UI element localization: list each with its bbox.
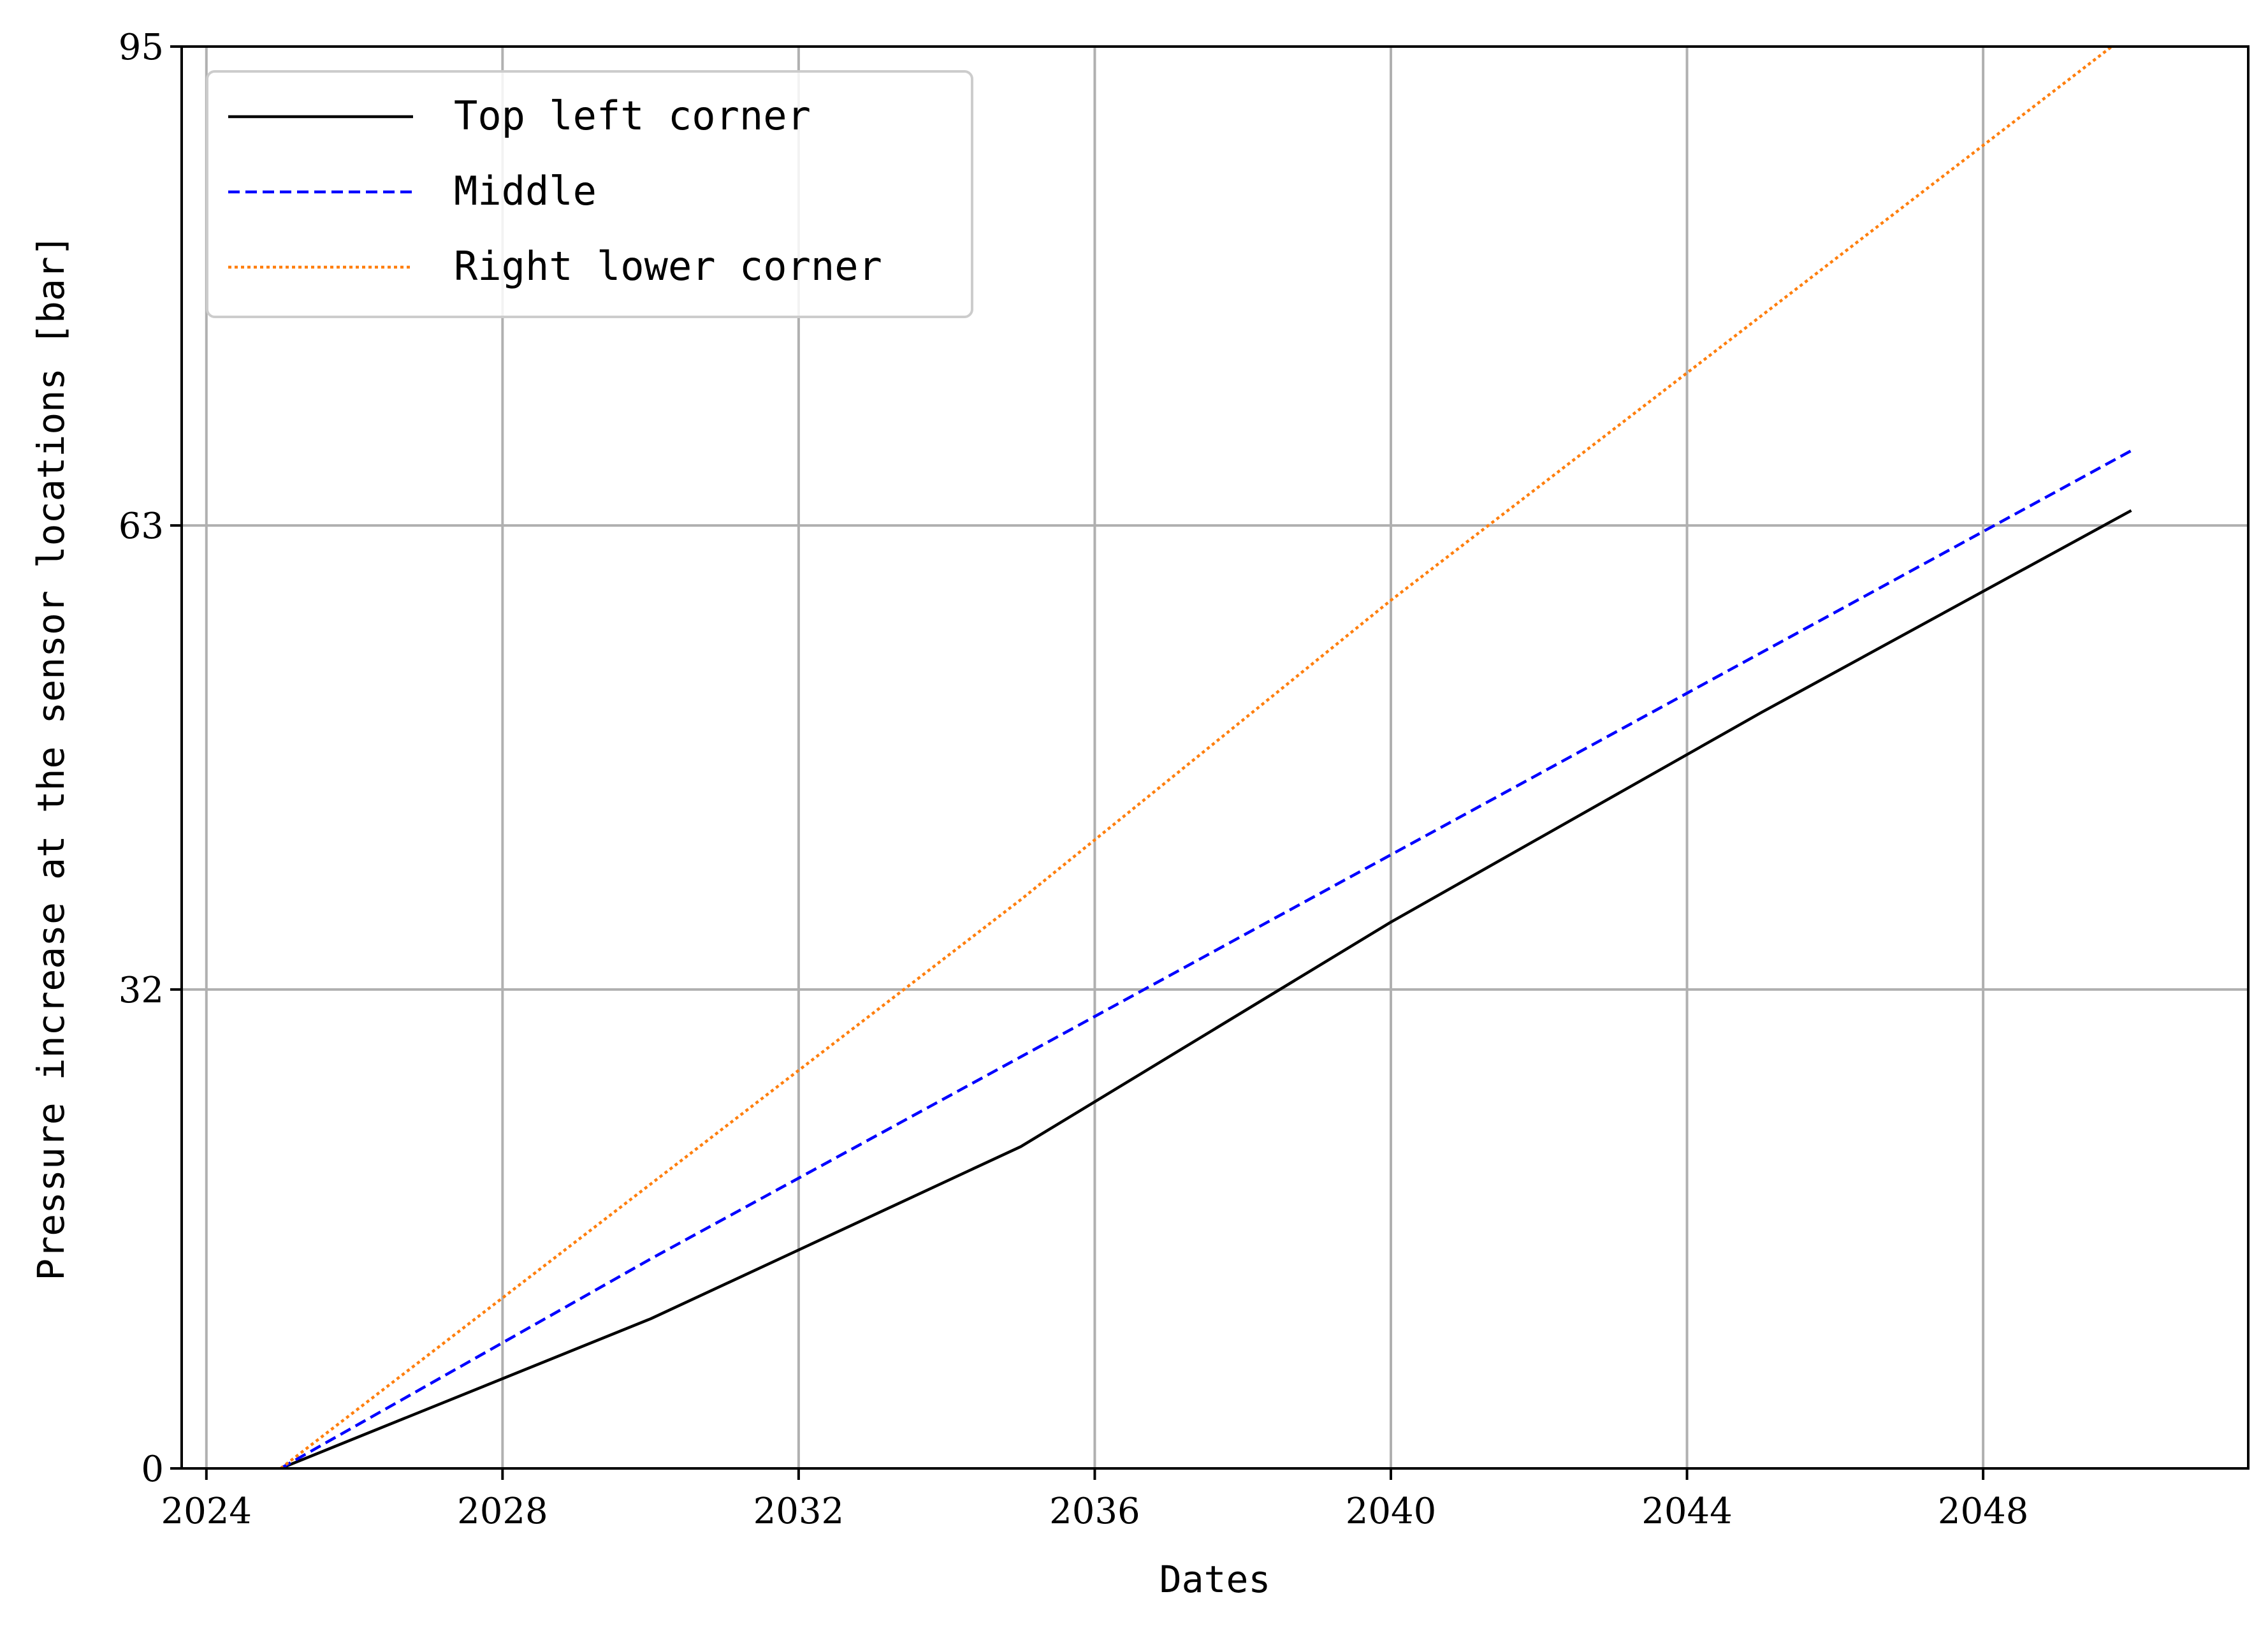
y-tick-label: 63: [119, 506, 164, 547]
plot-frame: [180, 45, 2250, 1470]
legend-box: [206, 70, 973, 318]
y-axis-title: Pressure increase at the sensor location…: [29, 234, 73, 1280]
legend: Top left corner Middle Right lower corner: [206, 70, 973, 318]
series-line-3: [279, 47, 2114, 1468]
legend-label-1: Top left corner: [454, 92, 811, 139]
y-tick-label: 95: [119, 27, 164, 68]
x-tick-label: 2032: [753, 1491, 845, 1532]
x-tick-label: 2048: [1938, 1491, 2029, 1532]
y-tick-label: 32: [119, 970, 164, 1011]
x-tick-label: 2028: [457, 1491, 548, 1532]
x-axis-title: Dates: [1159, 1558, 1271, 1601]
legend-label-3: Right lower corner: [454, 243, 882, 289]
x-tick-label: 2036: [1049, 1491, 1140, 1532]
y-tick-label: 0: [141, 1449, 164, 1490]
series-line-1: [280, 509, 2132, 1468]
x-tick-label: 2040: [1346, 1491, 1437, 1532]
series-line-2: [280, 449, 2132, 1468]
x-tick-label: 2024: [161, 1491, 252, 1532]
legend-label-2: Middle: [454, 168, 597, 214]
x-tick-label: 2044: [1641, 1491, 1733, 1532]
